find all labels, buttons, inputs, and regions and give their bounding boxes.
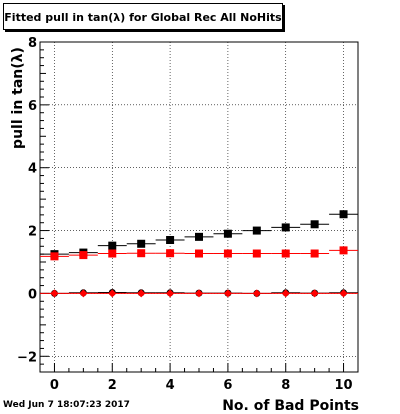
data-point-diamond	[108, 289, 117, 298]
chart-title-box: Fitted pull in tan(λ) for Global Rec All…	[3, 3, 283, 30]
x-tick-label: 2	[108, 378, 117, 393]
x-tick-label: 0	[50, 378, 59, 393]
data-point-square	[137, 249, 146, 258]
plot-frame	[39, 41, 359, 373]
data-point-square	[166, 249, 175, 258]
data-point-square	[223, 229, 232, 238]
data-point-square	[50, 252, 59, 261]
data-point-square	[195, 249, 203, 258]
data-point-square	[339, 210, 348, 219]
data-point-square	[137, 239, 146, 248]
series-layer	[40, 210, 358, 298]
data-point-diamond	[166, 289, 175, 298]
data-point-square	[252, 249, 261, 258]
y-tick-label: 0	[28, 287, 37, 302]
data-point-square	[310, 220, 319, 229]
x-tick-label: 10	[334, 378, 352, 393]
data-point-diamond	[310, 289, 319, 298]
y-tick-label: 4	[28, 162, 37, 177]
data-point-square	[310, 249, 319, 258]
tick-labels: 0 2 4 6 8 10 −2 0 2 4 6 8	[17, 36, 353, 393]
y-tick-label: 2	[28, 225, 37, 240]
y-tick-label: 6	[28, 99, 37, 114]
x-tick-label: 6	[223, 378, 232, 393]
data-point-square	[281, 223, 290, 232]
y-tick-label: 8	[28, 36, 37, 51]
series-diamond	[40, 289, 358, 298]
data-point-square	[195, 232, 203, 241]
data-point-diamond	[195, 289, 203, 298]
data-point-square	[339, 246, 348, 255]
x-tick-label: 8	[281, 378, 290, 393]
data-point-square	[108, 249, 117, 258]
x-tick-label: 4	[166, 378, 175, 393]
data-point-diamond	[137, 289, 146, 298]
chart-title: Fitted pull in tan(λ) for Global Rec All…	[4, 11, 282, 24]
data-point-square	[108, 241, 117, 250]
axis-ticks	[40, 41, 345, 373]
data-point-square	[281, 249, 290, 258]
data-point-diamond	[281, 289, 290, 298]
data-point-square	[223, 249, 232, 258]
grid-lines	[40, 42, 358, 372]
data-point-square	[79, 251, 88, 260]
data-point-diamond	[252, 289, 261, 298]
timestamp: Wed Jun 7 18:07:23 2017	[3, 400, 130, 410]
data-point-diamond	[339, 289, 348, 298]
series-square	[40, 246, 358, 261]
data-point-square	[252, 226, 261, 235]
data-point-diamond	[223, 289, 232, 298]
data-point-diamond	[50, 289, 59, 298]
x-axis-label: No. of Bad Points	[222, 398, 359, 414]
y-axis-label: pull in tan(λ)	[10, 47, 26, 149]
data-point-diamond	[79, 289, 88, 298]
data-point-square	[166, 236, 175, 244]
y-tick-label: −2	[17, 350, 37, 365]
